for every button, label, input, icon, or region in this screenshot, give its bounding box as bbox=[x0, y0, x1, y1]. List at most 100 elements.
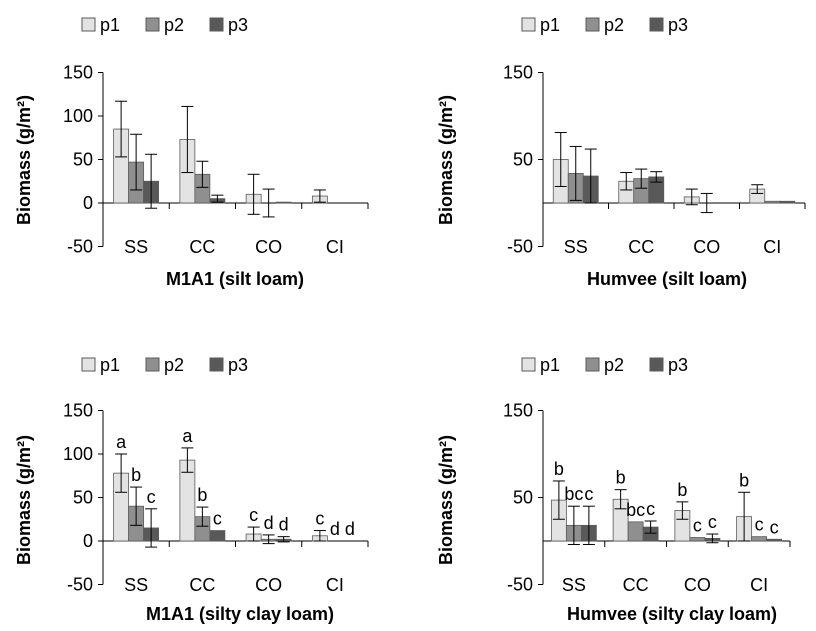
legend-swatch-p2 bbox=[145, 17, 160, 32]
y-tick-label: -50 bbox=[507, 575, 533, 595]
bar-p2-CI bbox=[751, 536, 768, 542]
significance-letter: d bbox=[264, 513, 274, 533]
y-tick-label: 50 bbox=[73, 150, 93, 170]
x-tick-label: CC bbox=[623, 575, 649, 595]
y-tick-label: 150 bbox=[63, 63, 93, 83]
legend-label-p3: p3 bbox=[228, 355, 248, 375]
legend-swatch-p2 bbox=[585, 357, 600, 372]
y-tick-label: 50 bbox=[73, 488, 93, 508]
y-tick-label: 0 bbox=[83, 193, 93, 213]
legend-swatch-p3 bbox=[209, 17, 224, 32]
significance-letter: c bbox=[213, 509, 222, 529]
x-tick-label: SS bbox=[124, 575, 148, 595]
significance-letter: b bbox=[616, 468, 626, 488]
y-tick-label: -50 bbox=[67, 237, 93, 257]
y-tick-label: 50 bbox=[513, 150, 533, 170]
legend-swatch-p1 bbox=[521, 17, 536, 32]
bar-p3-CI bbox=[766, 538, 783, 542]
x-tick-label: CI bbox=[326, 575, 344, 595]
y-tick-label: 0 bbox=[83, 531, 93, 551]
y-tick-label: -50 bbox=[507, 237, 533, 257]
legend-swatch-p3 bbox=[209, 357, 224, 372]
x-tick-label: CI bbox=[763, 237, 781, 257]
significance-letter: c bbox=[646, 499, 655, 519]
panel-title: Humvee (silt loam) bbox=[587, 269, 747, 289]
significance-letter: d bbox=[345, 519, 355, 539]
y-axis-label: Biomass (g/m²) bbox=[14, 435, 34, 565]
bar-p3-CC bbox=[209, 530, 226, 542]
panel-title: Humvee (silty clay loam) bbox=[567, 604, 777, 624]
legend-swatch-p2 bbox=[145, 357, 160, 372]
y-tick-label: 100 bbox=[63, 444, 93, 464]
legend-swatch-p3 bbox=[649, 357, 664, 372]
panel-title: M1A1 (silty clay loam) bbox=[146, 604, 334, 624]
significance-letter: d bbox=[330, 519, 340, 539]
significance-letter: bc bbox=[626, 500, 645, 520]
y-tick-label: 100 bbox=[63, 106, 93, 126]
legend-label-p2: p2 bbox=[604, 355, 624, 375]
x-tick-label: CC bbox=[189, 237, 215, 257]
legend-label-p1: p1 bbox=[100, 355, 120, 375]
y-tick-label: 150 bbox=[503, 401, 533, 421]
significance-letter: c bbox=[755, 515, 764, 535]
legend-label-p2: p2 bbox=[164, 15, 184, 35]
significance-letter: b bbox=[554, 459, 564, 479]
legend-swatch-p1 bbox=[521, 357, 536, 372]
significance-letter: b bbox=[739, 470, 749, 490]
x-tick-label: SS bbox=[564, 237, 588, 257]
y-tick-label: 50 bbox=[513, 488, 533, 508]
x-tick-label: CO bbox=[684, 575, 711, 595]
y-axis-label: Biomass (g/m²) bbox=[436, 435, 456, 565]
x-tick-label: CO bbox=[255, 237, 282, 257]
significance-letter: c bbox=[693, 516, 702, 536]
significance-letter: c bbox=[249, 505, 258, 525]
y-tick-label: -50 bbox=[67, 575, 93, 595]
chart-panel-2: p1 p2 p3 150 50 -50 SS CC CO CI Humvee (silt loam)… bbox=[436, 15, 806, 289]
significance-letter: c bbox=[708, 512, 717, 532]
legend-label-p3: p3 bbox=[668, 15, 688, 35]
bar-p3-CI bbox=[779, 200, 796, 204]
x-tick-label: SS bbox=[562, 575, 586, 595]
significance-letter: c bbox=[770, 517, 779, 537]
legend-label-p1: p1 bbox=[540, 355, 560, 375]
y-tick-label: 150 bbox=[503, 63, 533, 83]
significance-letter: c bbox=[315, 509, 324, 529]
significance-letter: a bbox=[116, 432, 127, 452]
panel-title: M1A1 (silt loam) bbox=[166, 269, 304, 289]
legend-label-p2: p2 bbox=[164, 355, 184, 375]
bar-p2-CO bbox=[689, 537, 706, 542]
legend-swatch-p3 bbox=[649, 17, 664, 32]
significance-letter: d bbox=[279, 515, 289, 535]
legend-swatch-p1 bbox=[81, 357, 96, 372]
y-axis-label: Biomass (g/m²) bbox=[436, 95, 456, 225]
chart-panel-1: p1 p2 p3 150 100 50 0 -50 SS CC CO CI M1A1 (silt loa… bbox=[14, 15, 369, 289]
y-tick-label: 150 bbox=[63, 401, 93, 421]
x-tick-label: SS bbox=[124, 237, 148, 257]
legend-swatch-p1 bbox=[81, 17, 96, 32]
x-tick-label: CI bbox=[326, 237, 344, 257]
x-tick-label: CO bbox=[255, 575, 282, 595]
significance-letter: b bbox=[131, 465, 141, 485]
bar-p2-CI bbox=[764, 200, 781, 204]
x-tick-label: CI bbox=[750, 575, 768, 595]
significance-letter: bc bbox=[564, 484, 583, 504]
x-tick-label: CC bbox=[628, 237, 654, 257]
x-tick-label: CO bbox=[693, 237, 720, 257]
y-axis-label: Biomass (g/m²) bbox=[14, 95, 34, 225]
legend-label-p1: p1 bbox=[540, 15, 560, 35]
bar-p2-CC bbox=[627, 521, 644, 542]
significance-letter: a bbox=[182, 426, 193, 446]
bar-p3-CO bbox=[275, 201, 292, 204]
significance-letter: c bbox=[147, 487, 156, 507]
legend-label-p3: p3 bbox=[668, 355, 688, 375]
legend-label-p1: p1 bbox=[100, 15, 120, 35]
significance-letter: b bbox=[197, 485, 207, 505]
legend-swatch-p2 bbox=[585, 17, 600, 32]
significance-letter: c bbox=[584, 484, 593, 504]
legend-label-p2: p2 bbox=[604, 15, 624, 35]
significance-letter: b bbox=[677, 480, 687, 500]
x-tick-label: CC bbox=[189, 575, 215, 595]
